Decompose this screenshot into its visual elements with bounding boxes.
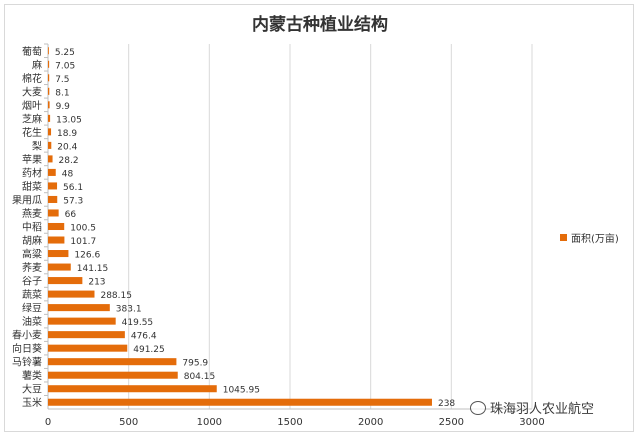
bar bbox=[48, 101, 50, 109]
y-tick-label: 药材 bbox=[22, 166, 42, 179]
y-tick-label: 玉米 bbox=[22, 396, 42, 409]
data-label: 213 bbox=[88, 278, 105, 288]
x-tick-label: 1000 bbox=[197, 417, 222, 428]
data-label: 491.25 bbox=[133, 345, 165, 355]
y-tick-label: 春小麦 bbox=[12, 330, 42, 342]
data-label: 66 bbox=[65, 210, 77, 220]
bar bbox=[48, 385, 217, 393]
bar bbox=[48, 358, 177, 366]
bar bbox=[48, 317, 116, 325]
bar bbox=[48, 60, 50, 68]
bar bbox=[48, 344, 128, 352]
data-label: 804.15 bbox=[184, 372, 216, 382]
y-tick-label: 梨 bbox=[32, 139, 42, 152]
data-label: 7.05 bbox=[55, 61, 75, 71]
y-tick-label: 油菜 bbox=[22, 315, 42, 328]
bar bbox=[48, 128, 52, 136]
bar bbox=[48, 141, 52, 149]
bar bbox=[48, 222, 65, 231]
y-tick-label: 花生 bbox=[22, 126, 42, 139]
data-label: 56.1 bbox=[63, 183, 83, 193]
bar bbox=[48, 371, 178, 379]
chart-title: 内蒙古种植业结构 bbox=[252, 15, 388, 35]
data-label: 1045.95 bbox=[223, 386, 260, 396]
y-tick-label: 蔬菜 bbox=[22, 289, 42, 301]
bar bbox=[48, 74, 50, 82]
bar bbox=[48, 168, 56, 176]
data-label: 5.25 bbox=[55, 48, 75, 58]
data-label: 57.3 bbox=[63, 196, 83, 206]
legend-swatch bbox=[560, 234, 567, 241]
x-tick-label: 500 bbox=[119, 417, 138, 428]
bar bbox=[48, 398, 432, 406]
data-label: 8.1 bbox=[55, 88, 69, 98]
data-label: 28.2 bbox=[59, 156, 79, 166]
x-tick-label: 1500 bbox=[277, 417, 302, 428]
y-tick-label: 果用瓜 bbox=[12, 194, 42, 206]
data-label: 383.1 bbox=[116, 305, 142, 315]
watermark: 珠海羽人农业航空 bbox=[470, 398, 594, 417]
bar bbox=[48, 195, 58, 203]
y-tick-label: 胡麻 bbox=[22, 234, 42, 247]
y-tick-label: 马铃薯 bbox=[12, 356, 42, 369]
x-tick-label: 0 bbox=[45, 417, 51, 428]
wechat-icon bbox=[470, 400, 486, 415]
y-tick-label: 大麦 bbox=[22, 85, 42, 98]
y-tick-label: 麻 bbox=[32, 58, 42, 71]
watermark-text: 珠海羽人农业航空 bbox=[490, 402, 595, 417]
y-tick-label: 荞麦 bbox=[22, 262, 42, 274]
bar bbox=[48, 250, 69, 258]
y-tick-label: 向日葵 bbox=[12, 342, 42, 355]
y-tick-label: 甜菜 bbox=[22, 180, 42, 193]
bar bbox=[48, 114, 51, 122]
legend: 面积(万亩) bbox=[560, 230, 619, 245]
bar bbox=[48, 263, 71, 271]
data-label: 9.9 bbox=[56, 102, 71, 112]
data-label: 795.9 bbox=[182, 359, 208, 369]
y-tick-label: 苹果 bbox=[22, 153, 42, 166]
data-label: 101.7 bbox=[70, 237, 96, 247]
bar bbox=[48, 304, 110, 312]
data-label: 20.4 bbox=[57, 142, 77, 152]
bar bbox=[48, 290, 95, 298]
y-tick-label: 芝麻 bbox=[22, 112, 42, 125]
y-tick-label: 大豆 bbox=[22, 383, 42, 396]
x-tick-label: 2000 bbox=[358, 417, 383, 428]
y-tick-label: 燕麦 bbox=[22, 208, 42, 220]
bar bbox=[48, 155, 53, 163]
y-tick-label: 谷子 bbox=[22, 276, 42, 288]
data-label: 48 bbox=[62, 169, 74, 179]
y-tick-label: 高粱 bbox=[22, 248, 42, 261]
bar bbox=[48, 331, 125, 339]
bar bbox=[48, 87, 50, 95]
y-tick-label: 葡萄 bbox=[22, 45, 42, 58]
y-tick-label: 薯类 bbox=[22, 369, 42, 382]
bar bbox=[48, 47, 49, 55]
x-tick-label: 2500 bbox=[439, 417, 464, 428]
y-tick-label: 绿豆 bbox=[22, 302, 42, 315]
data-label: 419.55 bbox=[122, 318, 154, 328]
bar bbox=[48, 277, 83, 285]
y-tick-label: 中稻 bbox=[22, 221, 42, 234]
bar bbox=[48, 182, 58, 190]
bar bbox=[48, 236, 65, 244]
y-tick-label: 棉花 bbox=[22, 72, 42, 85]
y-tick-label: 烟叶 bbox=[22, 99, 42, 112]
data-label: 141.15 bbox=[77, 264, 109, 274]
data-label: 126.6 bbox=[74, 251, 100, 261]
data-label: 288.15 bbox=[100, 291, 131, 301]
data-label: 238 bbox=[438, 399, 455, 409]
bar bbox=[48, 209, 59, 217]
data-label: 7.5 bbox=[55, 75, 69, 85]
data-label: 18.9 bbox=[57, 129, 77, 139]
x-tick-label: 3000 bbox=[519, 417, 544, 428]
legend-label: 面积(万亩) bbox=[571, 234, 619, 245]
data-label: 13.05 bbox=[56, 115, 82, 125]
data-label: 100.5 bbox=[70, 224, 96, 234]
data-label: 476.4 bbox=[131, 332, 157, 342]
